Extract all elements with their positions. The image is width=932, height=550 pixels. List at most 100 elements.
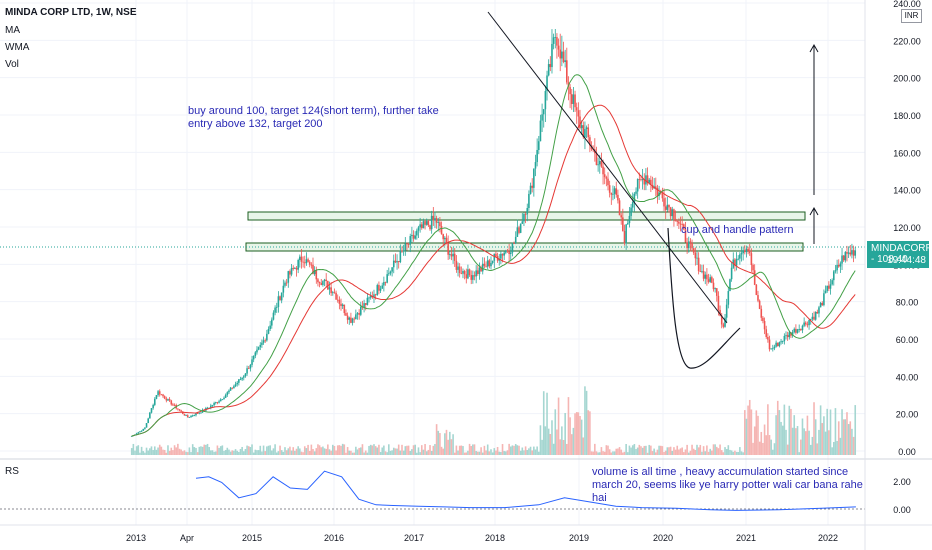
legend-wma[interactable]: WMA xyxy=(5,42,30,53)
candle-body xyxy=(168,399,171,401)
volume-bar xyxy=(470,446,473,455)
target-arrow[interactable] xyxy=(809,43,819,195)
candle-body xyxy=(570,94,573,104)
legend-vol[interactable]: Vol xyxy=(5,59,19,70)
candle-body xyxy=(363,303,365,308)
candle-body xyxy=(518,227,520,233)
candle-body xyxy=(707,279,710,282)
candle-body xyxy=(419,224,421,228)
volume-bar xyxy=(335,450,337,455)
volume-bar xyxy=(765,435,768,455)
breakout-arrow[interactable] xyxy=(809,206,819,244)
volume-bar xyxy=(490,449,492,455)
volume-bar xyxy=(280,450,283,455)
volume-bar xyxy=(289,446,291,455)
candle-body xyxy=(439,222,441,227)
candle-body xyxy=(523,214,525,222)
candle-body xyxy=(257,347,260,350)
volume-bar xyxy=(261,451,263,455)
volume-bar xyxy=(330,450,332,455)
candle-body xyxy=(646,175,649,183)
legend-rs[interactable]: RS xyxy=(5,466,19,477)
candle-body xyxy=(795,328,797,333)
candle-body xyxy=(819,302,822,308)
candle-body xyxy=(580,125,583,129)
candle-body xyxy=(681,224,683,226)
candle-body xyxy=(381,285,384,289)
candle-body xyxy=(589,137,591,146)
trendline[interactable] xyxy=(487,11,728,324)
volume-bar xyxy=(379,451,382,455)
moving-averages xyxy=(131,74,856,437)
candle-body xyxy=(839,263,842,267)
candle-body xyxy=(516,227,519,237)
volume-bar xyxy=(285,450,288,455)
volume-bar xyxy=(808,430,810,455)
volume-bar xyxy=(582,437,585,455)
trade-note-line-1: buy around 100, target 124(short term), … xyxy=(188,105,439,117)
candle-body xyxy=(256,349,258,353)
candle-body xyxy=(748,250,751,254)
price-badge[interactable]: MINDACORP - 108.40 19:44:48 xyxy=(867,241,932,268)
candle-body xyxy=(434,218,436,221)
candle-body xyxy=(435,218,438,223)
volume-bar xyxy=(205,444,207,455)
volume-bar xyxy=(691,444,693,455)
currency-label[interactable]: INR xyxy=(901,9,922,23)
volume-bar xyxy=(420,445,423,455)
volume-bar xyxy=(831,447,833,455)
candle-body xyxy=(271,319,273,326)
candle-body xyxy=(290,267,293,275)
candle-body xyxy=(809,319,812,321)
x-tick-label: 2020 xyxy=(653,533,673,543)
y-tick-label: 80.00 xyxy=(896,298,919,308)
y-tick-label: 180.00 xyxy=(893,111,921,121)
candle-body xyxy=(150,408,153,413)
volume-bar xyxy=(411,449,413,455)
volume-bar xyxy=(781,425,784,455)
candle-body xyxy=(191,415,194,417)
candle-body xyxy=(684,229,687,243)
price-axis[interactable]: 240.00 220.00 200.00 180.00 160.00 140.00 120.… xyxy=(893,0,921,457)
volume-bar xyxy=(486,444,489,455)
volume-bar xyxy=(569,417,571,455)
time-axis[interactable]: 2013 Apr 2015 2016 2017 2018 2019 2020 2021 2022 xyxy=(0,524,932,543)
candle-body xyxy=(272,312,275,320)
candle-body xyxy=(485,265,487,267)
candle-body xyxy=(219,399,222,402)
volume-bar xyxy=(844,419,847,455)
candle-body xyxy=(457,266,459,270)
candle-body xyxy=(425,221,428,225)
volume-bar xyxy=(231,450,234,455)
volume-bar xyxy=(674,449,677,455)
candle-body xyxy=(687,241,690,249)
volume-bar xyxy=(224,449,227,455)
volume-bar xyxy=(150,446,153,455)
volume-bar xyxy=(562,439,565,455)
volume-bar xyxy=(392,447,395,455)
candle-body xyxy=(666,204,669,210)
volume-bar xyxy=(762,442,764,455)
volume-bar xyxy=(526,449,529,455)
trade-note-line-2: entry above 132, target 200 xyxy=(188,118,323,130)
candle-body xyxy=(211,405,214,406)
volume-bar xyxy=(480,447,482,455)
volume-bar xyxy=(491,452,494,455)
legend-ma[interactable]: MA xyxy=(5,25,20,36)
volume-bar xyxy=(655,452,657,455)
volume-bar xyxy=(516,445,519,455)
volume-bar xyxy=(246,445,248,455)
candle-body xyxy=(467,269,469,279)
volume-bar xyxy=(801,418,804,455)
candle-body xyxy=(160,394,163,396)
volume-bar xyxy=(481,452,484,455)
volume-bar xyxy=(444,433,446,455)
volume-bar xyxy=(190,452,192,455)
volume-bar xyxy=(683,452,685,455)
volume-bar xyxy=(785,429,787,455)
candle-body xyxy=(514,236,517,244)
candle-body xyxy=(832,271,835,281)
volume-bar xyxy=(566,443,568,455)
cup-curve[interactable] xyxy=(667,227,741,369)
